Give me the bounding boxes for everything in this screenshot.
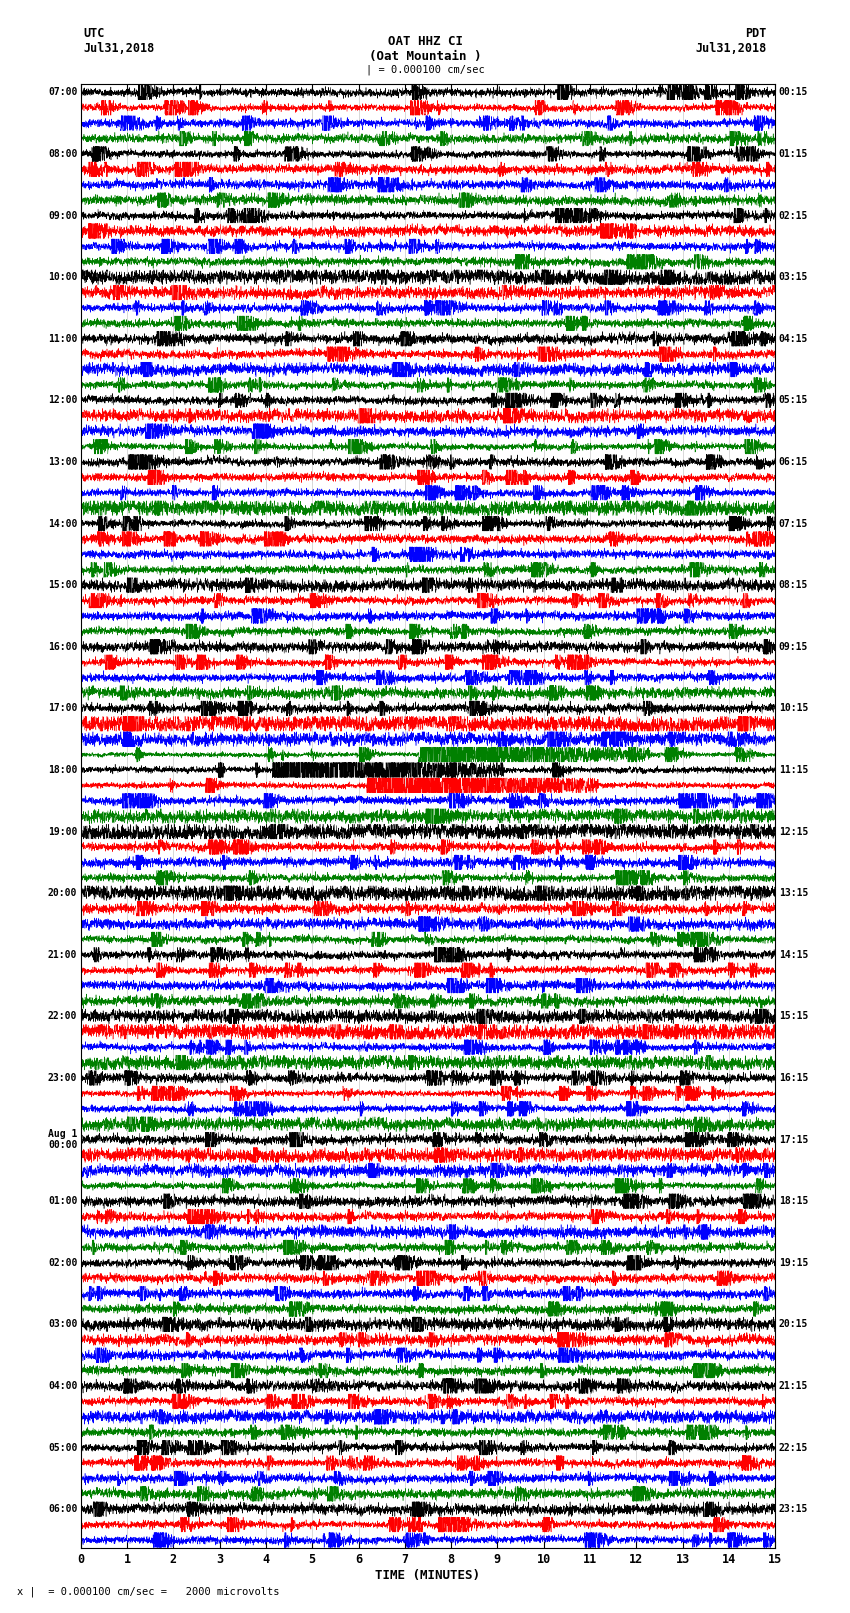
Text: 20:15: 20:15 — [779, 1319, 808, 1329]
Text: | = 0.000100 cm/sec: | = 0.000100 cm/sec — [366, 65, 484, 76]
Text: 19:00: 19:00 — [48, 826, 77, 837]
Text: 09:00: 09:00 — [48, 211, 77, 221]
X-axis label: TIME (MINUTES): TIME (MINUTES) — [376, 1569, 480, 1582]
Text: 16:15: 16:15 — [779, 1073, 808, 1082]
Text: 12:00: 12:00 — [48, 395, 77, 405]
Text: (Oat Mountain ): (Oat Mountain ) — [369, 50, 481, 63]
Text: 21:15: 21:15 — [779, 1381, 808, 1390]
Text: Aug 1
00:00: Aug 1 00:00 — [48, 1129, 77, 1150]
Text: x |  = 0.000100 cm/sec =   2000 microvolts: x | = 0.000100 cm/sec = 2000 microvolts — [17, 1586, 280, 1597]
Text: 12:15: 12:15 — [779, 826, 808, 837]
Text: 01:00: 01:00 — [48, 1197, 77, 1207]
Text: 14:15: 14:15 — [779, 950, 808, 960]
Text: 02:00: 02:00 — [48, 1258, 77, 1268]
Text: 15:15: 15:15 — [779, 1011, 808, 1021]
Text: 13:00: 13:00 — [48, 456, 77, 466]
Text: 17:00: 17:00 — [48, 703, 77, 713]
Text: 22:00: 22:00 — [48, 1011, 77, 1021]
Text: 23:15: 23:15 — [779, 1505, 808, 1515]
Text: 18:00: 18:00 — [48, 765, 77, 774]
Text: 20:00: 20:00 — [48, 889, 77, 898]
Text: 17:15: 17:15 — [779, 1134, 808, 1145]
Text: 11:00: 11:00 — [48, 334, 77, 344]
Text: 16:00: 16:00 — [48, 642, 77, 652]
Text: Jul31,2018: Jul31,2018 — [83, 42, 155, 55]
Text: 09:15: 09:15 — [779, 642, 808, 652]
Text: 03:15: 03:15 — [779, 273, 808, 282]
Text: 00:15: 00:15 — [779, 87, 808, 97]
Text: 15:00: 15:00 — [48, 581, 77, 590]
Text: 01:15: 01:15 — [779, 148, 808, 160]
Text: 06:00: 06:00 — [48, 1505, 77, 1515]
Text: 08:00: 08:00 — [48, 148, 77, 160]
Text: 23:00: 23:00 — [48, 1073, 77, 1082]
Text: 21:00: 21:00 — [48, 950, 77, 960]
Text: 04:00: 04:00 — [48, 1381, 77, 1390]
Text: 08:15: 08:15 — [779, 581, 808, 590]
Text: 05:15: 05:15 — [779, 395, 808, 405]
Text: 13:15: 13:15 — [779, 889, 808, 898]
Text: 11:15: 11:15 — [779, 765, 808, 774]
Text: 19:15: 19:15 — [779, 1258, 808, 1268]
Text: 03:00: 03:00 — [48, 1319, 77, 1329]
Text: 10:15: 10:15 — [779, 703, 808, 713]
Text: 14:00: 14:00 — [48, 518, 77, 529]
Text: 04:15: 04:15 — [779, 334, 808, 344]
Text: UTC: UTC — [83, 27, 105, 40]
Text: 10:00: 10:00 — [48, 273, 77, 282]
Text: 22:15: 22:15 — [779, 1442, 808, 1453]
Text: Jul31,2018: Jul31,2018 — [695, 42, 767, 55]
Text: 06:15: 06:15 — [779, 456, 808, 466]
Text: OAT HHZ CI: OAT HHZ CI — [388, 35, 462, 48]
Text: 07:00: 07:00 — [48, 87, 77, 97]
Text: 07:15: 07:15 — [779, 518, 808, 529]
Text: PDT: PDT — [745, 27, 767, 40]
Text: 18:15: 18:15 — [779, 1197, 808, 1207]
Text: 05:00: 05:00 — [48, 1442, 77, 1453]
Text: 02:15: 02:15 — [779, 211, 808, 221]
